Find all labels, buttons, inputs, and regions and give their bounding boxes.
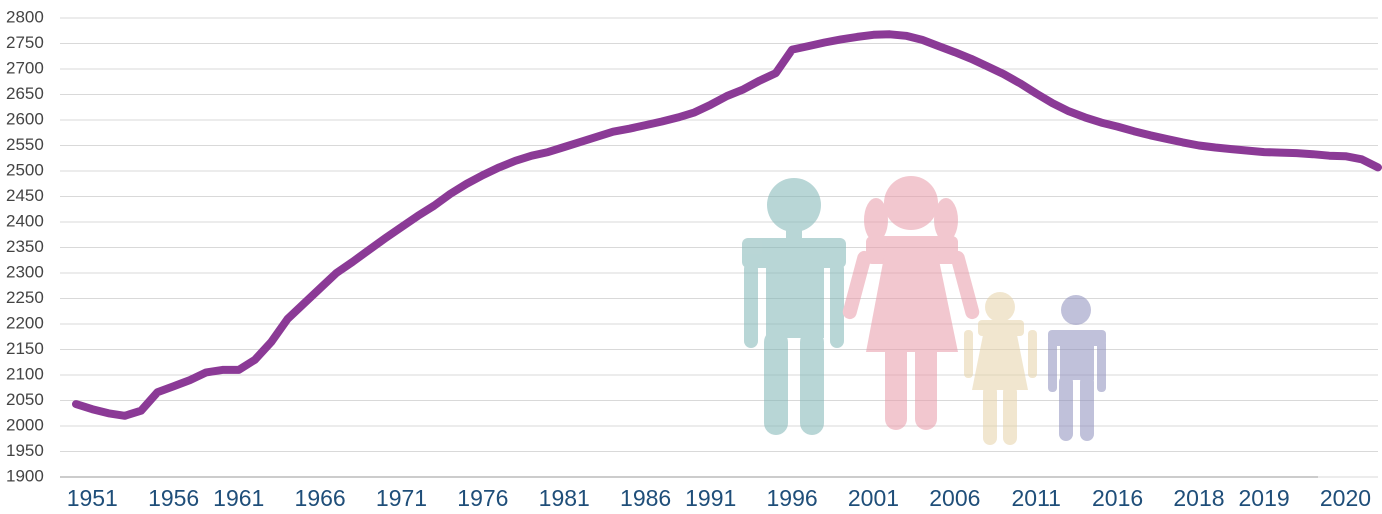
plot [76, 34, 1378, 416]
x-tick-label: 1971 [376, 485, 427, 511]
y-tick-label: 1900 [6, 466, 44, 485]
page: {"chart_data": {"type": "line", "categor… [0, 0, 1382, 514]
x-tick-label: 1996 [767, 485, 818, 511]
y-tick-label: 2050 [6, 390, 44, 409]
y-tick-label: 2550 [6, 135, 44, 154]
x-tick-label: 2018 [1173, 485, 1224, 511]
y-tick-label: 2000 [6, 415, 44, 434]
data-line [76, 34, 1378, 416]
x-tick-label: 1966 [295, 485, 346, 511]
x-tick-label: 1991 [685, 485, 736, 511]
family-illustration [742, 176, 1106, 445]
x-tick-label: 1981 [539, 485, 590, 511]
x-tick-label: 2001 [848, 485, 899, 511]
y-tick-label: 2300 [6, 262, 44, 281]
chart: 1900 1950 2000 2050 2100 2150 2200 2250 2300 2350… [0, 0, 1382, 514]
x-tick-label: 1961 [213, 485, 264, 511]
x-tick-label: 1976 [457, 485, 508, 511]
x-tick-label: 2011 [1011, 485, 1060, 511]
y-tick-label: 2800 [6, 7, 44, 26]
y-tick-label: 2250 [6, 288, 44, 307]
x-tick-label: 2019 [1238, 485, 1289, 511]
y-tick-label: 2100 [6, 364, 44, 383]
y-tick-label: 2700 [6, 58, 44, 77]
y-tick-label: 2750 [6, 33, 44, 52]
grid: 1900 1950 2000 2050 2100 2150 2200 2250 2300 2350… [6, 7, 1378, 511]
y-tick-label: 1950 [6, 441, 44, 460]
y-tick-label: 2400 [6, 211, 44, 230]
y-tick-label: 2350 [6, 237, 44, 256]
x-tick-label: 2020 [1320, 485, 1371, 511]
y-tick-label: 2150 [6, 339, 44, 358]
y-tick-label: 2200 [6, 313, 44, 332]
y-tick-label: 2600 [6, 109, 44, 128]
x-tick-label: 2006 [929, 485, 980, 511]
x-tick-label: 1986 [620, 485, 671, 511]
figure-boy [1048, 295, 1106, 441]
x-tick-label: 1951 [67, 485, 118, 511]
figure-man [742, 178, 846, 435]
figure-woman [841, 176, 981, 430]
y-tick-label: 2450 [6, 186, 44, 205]
x-tick-label: 2016 [1092, 485, 1143, 511]
y-tick-label: 2650 [6, 84, 44, 103]
x-tick-label: 1956 [148, 485, 199, 511]
y-tick-label: 2500 [6, 160, 44, 179]
